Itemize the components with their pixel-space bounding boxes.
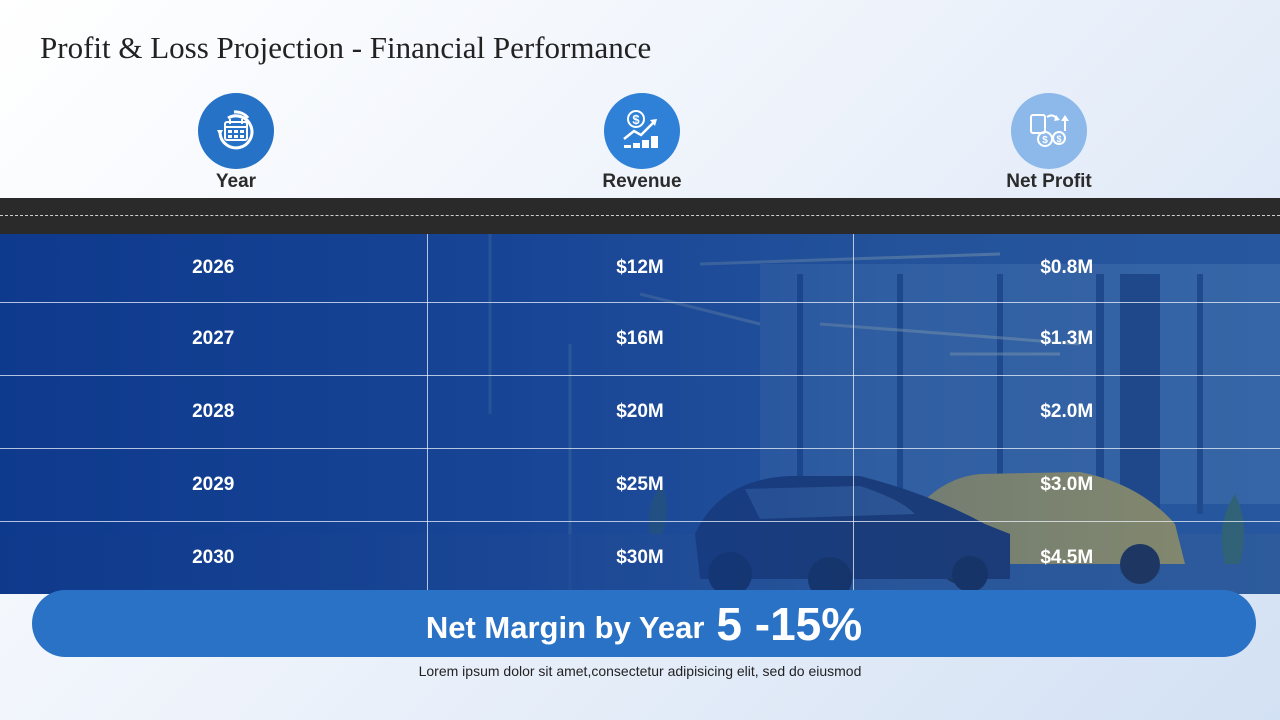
column-header-label: Net Profit: [1006, 171, 1092, 192]
svg-text:$: $: [632, 112, 640, 127]
revenue-cell: $16M: [426, 302, 854, 376]
header-net-profit: $ $ Net Profit: [949, 93, 1149, 193]
column-header-label: Year: [215, 171, 257, 192]
net-profit-cell: $0.8M: [852, 234, 1280, 303]
year-cell: 2028: [0, 375, 428, 449]
net-margin-banner: Net Margin by Year 5 -15%: [32, 590, 1256, 657]
year-cell: 2027: [0, 302, 428, 376]
banner-value: 5 -15%: [716, 597, 863, 650]
year-cell: 2026: [0, 234, 428, 303]
revenue-cell: $20M: [426, 375, 854, 449]
money-exchange-icon: $ $: [1011, 93, 1087, 169]
revenue-growth-icon: $: [604, 93, 680, 169]
revenue-cell: $25M: [426, 448, 854, 522]
banner-text: Net Margin by Year: [425, 609, 705, 645]
svg-text:$: $: [1042, 135, 1048, 146]
table-row: 2027 $16M $1.3M: [0, 302, 1280, 376]
page-title: Profit & Loss Projection - Financial Per…: [40, 30, 652, 65]
svg-text:$: $: [1056, 134, 1061, 144]
table-row: 2030 $30M $4.5M: [0, 521, 1280, 594]
table-row: 2028 $20M $2.0M: [0, 375, 1280, 449]
net-profit-cell: $2.0M: [852, 375, 1280, 449]
net-profit-cell: $1.3M: [852, 302, 1280, 376]
financial-table: 2026 $12M $0.8M 2027 $16M $1.3M 2028 $20…: [0, 234, 1280, 594]
showroom-background-image: 2026 $12M $0.8M 2027 $16M $1.3M 2028 $20…: [0, 234, 1280, 594]
year-cell: 2029: [0, 448, 428, 522]
dashed-divider: [0, 215, 1280, 216]
table-row: 2029 $25M $3.0M: [0, 448, 1280, 522]
header-divider-band: [0, 198, 1280, 234]
revenue-cell: $12M: [426, 234, 854, 303]
net-profit-cell: $4.5M: [852, 521, 1280, 594]
header-year: Year: [136, 93, 336, 193]
header-revenue: $ Revenue: [542, 93, 742, 193]
revenue-cell: $30M: [426, 521, 854, 594]
table-row: 2026 $12M $0.8M: [0, 234, 1280, 303]
column-header-label: Revenue: [602, 171, 682, 192]
calendar-cycle-icon: [198, 93, 274, 169]
year-cell: 2030: [0, 521, 428, 594]
footnote-text: Lorem ipsum dolor sit amet,consectetur a…: [418, 663, 862, 679]
net-profit-cell: $3.0M: [852, 448, 1280, 522]
